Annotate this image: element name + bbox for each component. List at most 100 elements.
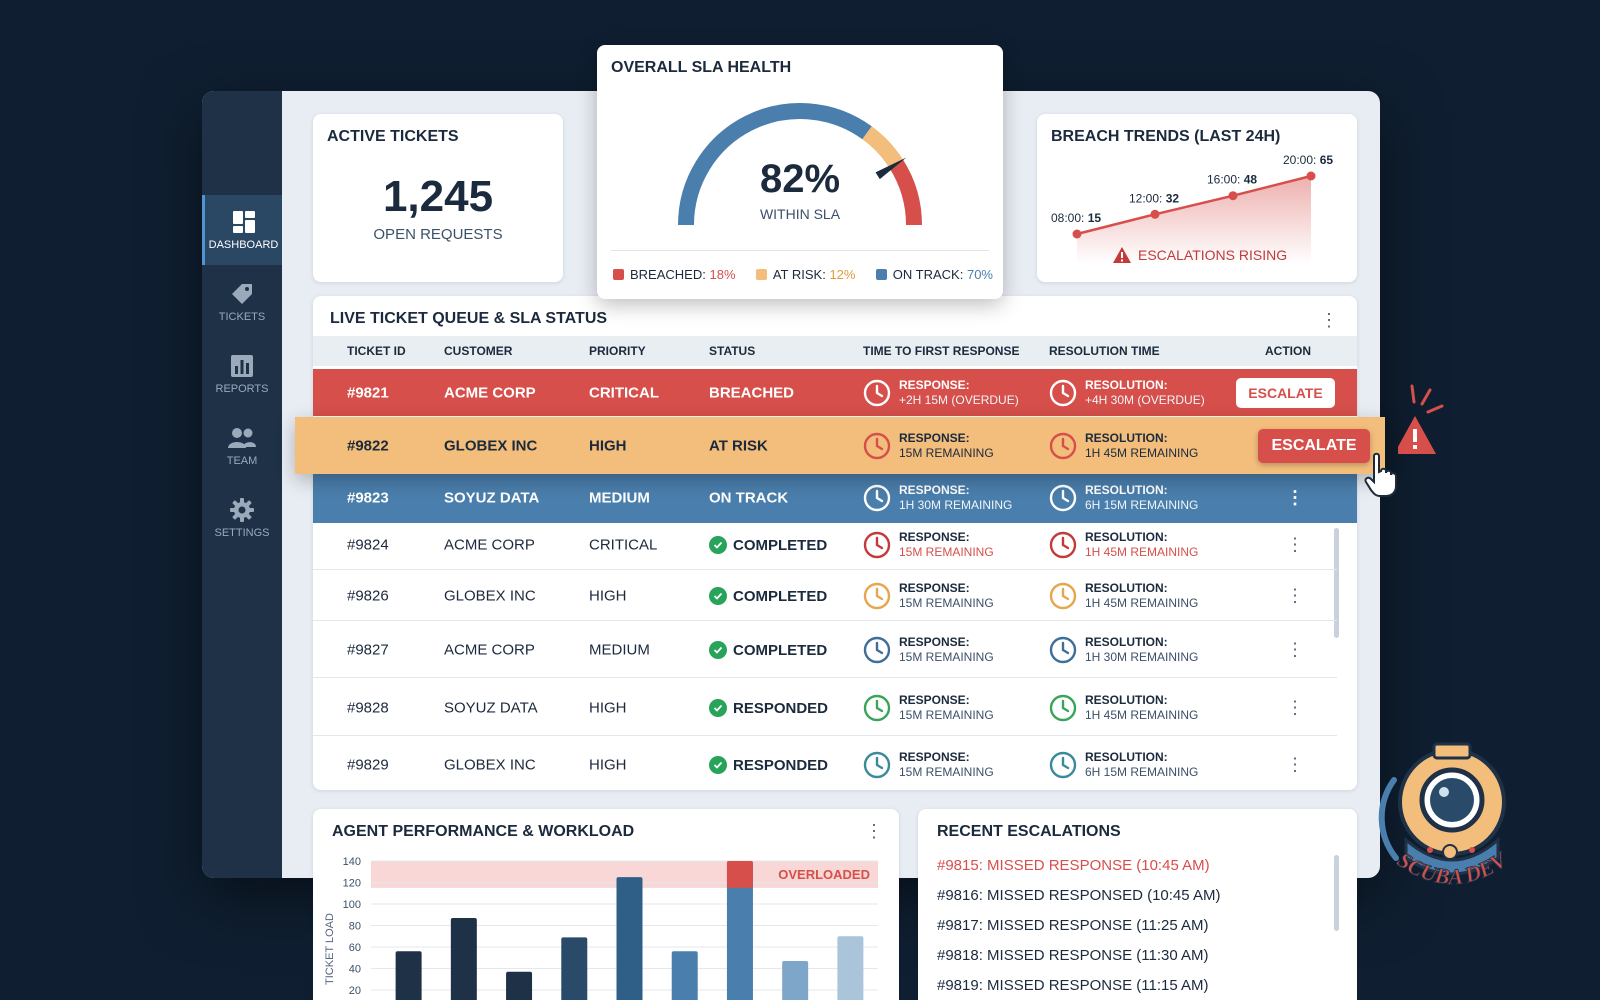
table-row[interactable]: #9826 GLOBEX INC HIGH COMPLETED RESPONSE: 15M… xyxy=(313,572,1337,621)
table-row[interactable]: #9827 ACME CORP MEDIUM COMPLETED RESPONSE: 15… xyxy=(313,623,1337,678)
nav-label: SETTINGS xyxy=(214,526,270,539)
escalation-item[interactable]: #9818: MISSED RESPONSE (11:30 AM) xyxy=(937,947,1209,964)
first-response-cell: RESPONSE: +2H 15M (OVERDUE) xyxy=(863,378,1019,408)
table-row[interactable]: #9829 GLOBEX INC HIGH RESPONDED RESPONSE: 15M… xyxy=(313,738,1337,793)
y-axis-label: TICKET LOAD xyxy=(324,913,336,985)
ticket-id[interactable]: #9822 xyxy=(347,437,389,454)
table-row[interactable]: #9828 SOYUZ DATA HIGH RESPONDED RESPONSE: 15M… xyxy=(313,681,1337,736)
response-value: 15M REMAINING xyxy=(899,650,994,664)
nav-item-team[interactable]: TEAM xyxy=(202,411,282,481)
nav-item-tickets[interactable]: TICKETS xyxy=(202,267,282,337)
nav-label: DASHBOARD xyxy=(208,238,279,251)
agent-bar[interactable] xyxy=(726,861,753,1000)
gauge-breached-arc xyxy=(889,159,922,226)
agent-bar[interactable] xyxy=(782,960,809,1000)
nav-item-dashboard[interactable]: DASHBOARD xyxy=(202,195,282,265)
trend-point xyxy=(1072,229,1082,239)
row-more-icon[interactable]: ⋮ xyxy=(1286,754,1304,775)
escalation-item[interactable]: #9816: MISSED RESPONSED (10:45 AM) xyxy=(937,887,1221,904)
column-header[interactable]: CUSTOMER xyxy=(444,344,513,358)
sla-percentage: 82% xyxy=(759,157,841,201)
escalation-item[interactable]: #9817: MISSED RESPONSE (11:25 AM) xyxy=(937,917,1209,934)
agent-bar[interactable] xyxy=(395,951,422,1000)
resolution-label: RESOLUTION: xyxy=(1085,581,1168,595)
ticket-id[interactable]: #9824 xyxy=(347,536,389,554)
trend-point-label: 12:00: 32 xyxy=(1129,191,1179,205)
column-header[interactable]: STATUS xyxy=(709,344,756,358)
agent-bar[interactable] xyxy=(561,937,588,1000)
escalation-item[interactable]: #9819: MISSED RESPONSE (11:15 AM) xyxy=(937,977,1209,994)
agent-performance-card: 20 40 60 80 100 120 140 TICKET LOAD OVERLOADED A… xyxy=(313,809,899,1000)
clock-icon xyxy=(863,694,891,722)
customer-name: SOYUZ DATA xyxy=(444,489,540,506)
status-text: COMPLETED xyxy=(733,641,828,659)
row-more-icon[interactable]: ⋮ xyxy=(1286,697,1304,718)
agent-bar[interactable] xyxy=(671,951,698,1000)
first-response-cell: RESPONSE: 15M REMAINING xyxy=(863,581,994,611)
y-tick-label: 140 xyxy=(343,856,361,868)
response-label: RESPONSE: xyxy=(899,377,970,392)
nav-item-settings[interactable]: SETTINGS xyxy=(202,483,282,553)
active-tickets-subtitle: OPEN REQUESTS xyxy=(373,226,503,243)
clock-icon xyxy=(1049,694,1077,722)
legend-value: 12% xyxy=(829,267,856,282)
table-row[interactable]: #9822 GLOBEX INC HIGH AT RISK RESPONSE: 15M R… xyxy=(295,417,1385,474)
table-row[interactable]: #9824 ACME CORP CRITICAL COMPLETED RESPONSE:… xyxy=(313,521,1337,570)
row-more-icon[interactable]: ⋮ xyxy=(1286,534,1304,555)
column-header[interactable]: TIME TO FIRST RESPONSE xyxy=(863,344,1020,358)
agent-bar[interactable] xyxy=(837,936,864,1000)
agent-bar-overload[interactable] xyxy=(726,861,753,888)
ticket-id[interactable]: #9827 xyxy=(347,641,389,659)
escalation-item[interactable]: #9815: MISSED RESPONSE (10:45 AM) xyxy=(937,857,1210,874)
scrollbar[interactable] xyxy=(1334,855,1339,931)
resolution-label: RESOLUTION: xyxy=(1085,530,1168,544)
priority: HIGH xyxy=(589,587,627,605)
resolution-cell: RESOLUTION: 1H 30M REMAINING xyxy=(1049,635,1198,665)
table-row[interactable]: #9823 SOYUZ DATA MEDIUM ON TRACK RESPONSE: 1H… xyxy=(313,472,1357,523)
response-value: 15M REMAINING xyxy=(899,765,994,779)
legend-label: ON TRACK: xyxy=(892,267,964,282)
ticket-id[interactable]: #9829 xyxy=(347,756,389,774)
bar-chart-icon xyxy=(231,354,253,377)
agent-bar[interactable] xyxy=(450,917,477,1000)
escalate-button[interactable]: ESCALATE xyxy=(1236,377,1335,408)
clock-icon xyxy=(863,582,891,610)
column-header[interactable]: ACTION xyxy=(1265,344,1311,358)
customer-name: ACME CORP xyxy=(444,384,536,401)
legend-swatch xyxy=(875,269,887,280)
nav-item-reports[interactable]: REPORTS xyxy=(202,339,282,409)
y-tick-label: 60 xyxy=(349,942,361,954)
divider xyxy=(611,250,989,251)
ticket-id[interactable]: #9826 xyxy=(347,587,389,605)
first-response-cell: RESPONSE: 15M REMAINING xyxy=(863,530,994,560)
column-header[interactable]: RESOLUTION TIME xyxy=(1049,344,1160,358)
priority: MEDIUM xyxy=(589,489,650,506)
table-row[interactable]: #9821 ACME CORP CRITICAL BREACHED RESPONSE: +… xyxy=(313,369,1357,416)
scrollbar[interactable] xyxy=(1334,528,1339,638)
row-more-icon[interactable]: ⋮ xyxy=(1286,487,1304,507)
row-more-icon[interactable]: ⋮ xyxy=(1286,585,1304,606)
resolution-cell: RESOLUTION: +4H 30M (OVERDUE) xyxy=(1049,378,1205,408)
status-text: COMPLETED xyxy=(733,536,828,554)
status-text: RESPONDED xyxy=(733,756,829,774)
trend-point-label: 20:00: 65 xyxy=(1283,153,1333,167)
resolution-label: RESOLUTION: xyxy=(1085,693,1168,707)
y-tick-label: 80 xyxy=(349,921,361,933)
more-options-icon[interactable]: ⋮ xyxy=(865,821,883,841)
ticket-id[interactable]: #9828 xyxy=(347,699,389,717)
ticket-id[interactable]: #9823 xyxy=(347,489,389,506)
agent-bar[interactable] xyxy=(616,877,643,1000)
column-header[interactable]: PRIORITY xyxy=(589,344,646,358)
column-header[interactable]: TICKET ID xyxy=(347,344,406,358)
more-options-icon[interactable]: ⋮ xyxy=(1320,310,1338,330)
resolution-value: 1H 45M REMAINING xyxy=(1085,545,1199,559)
agent-bar[interactable] xyxy=(506,971,533,1000)
ticket-id[interactable]: #9821 xyxy=(347,384,389,401)
row-more-icon[interactable]: ⋮ xyxy=(1286,639,1304,660)
escalate-button[interactable]: ESCALATE xyxy=(1258,428,1370,463)
clock-icon xyxy=(863,751,891,779)
nav-label: TICKETS xyxy=(218,310,266,323)
legend-breached: BREACHED: 18% xyxy=(613,267,736,282)
check-icon xyxy=(709,641,727,659)
priority: CRITICAL xyxy=(589,536,658,554)
